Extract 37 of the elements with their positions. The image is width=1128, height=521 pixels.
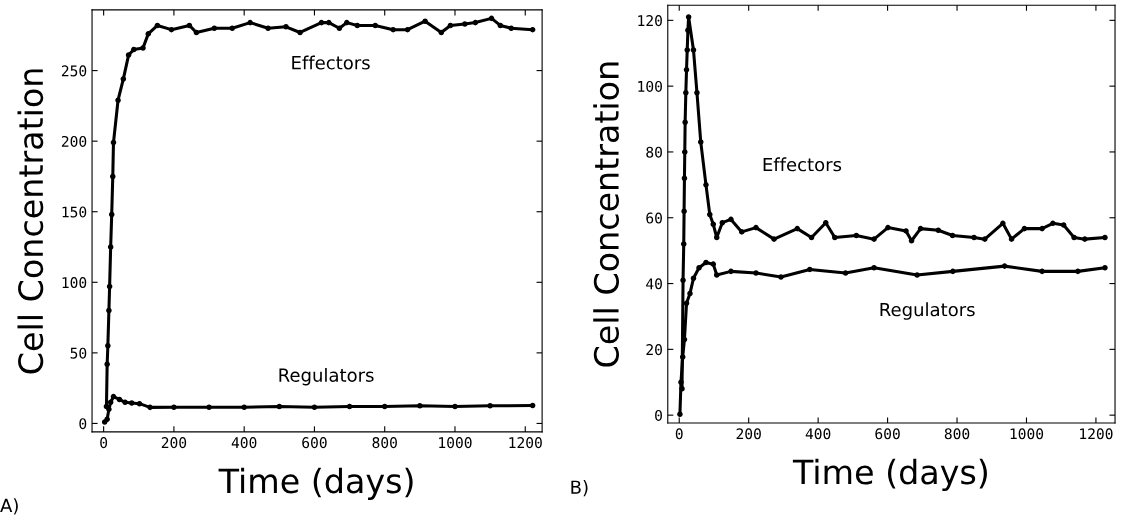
x-tick-label: 400	[805, 428, 831, 440]
x-tick-label: 1200	[1080, 428, 1113, 440]
x-axis-title: Time (days)	[792, 458, 987, 492]
y-tick-label: 0	[79, 418, 87, 430]
y-axis-title: Cell Concentration	[17, 69, 44, 374]
text: Effectors	[763, 157, 842, 172]
y-tick-label: 100	[638, 80, 662, 92]
x-tick-label: 600	[302, 437, 327, 449]
x-tick-label: 800	[944, 428, 970, 440]
series-label: Regulators	[279, 367, 374, 386]
series-label: Effectors	[292, 55, 370, 70]
y-tick-label: 50	[70, 347, 87, 359]
y-tick-label: 60	[646, 212, 662, 224]
x-tick-label: 0	[100, 437, 108, 449]
x-tick-label: 800	[372, 437, 397, 449]
y-tick-label: 20	[646, 344, 662, 356]
y-tick-label: 200	[61, 135, 87, 147]
y-tick-label: 0	[655, 409, 662, 421]
x-axis-title: Time (days)	[218, 467, 413, 500]
x-tick-label: 600	[875, 428, 900, 440]
y-tick-label: 150	[62, 206, 87, 218]
x-tick-label: 400	[231, 437, 257, 449]
x-tick-label: 200	[161, 437, 187, 449]
y-tick-label: 100	[62, 277, 87, 289]
y-tick-label: 40	[646, 278, 662, 290]
y-tick-label: 250	[61, 65, 87, 77]
text: A)	[0, 498, 18, 515]
x-tick-label: 1000	[439, 437, 472, 449]
x-tick-label: 200	[736, 428, 761, 440]
x-tick-label: 1200	[509, 437, 542, 449]
x-tick-label: 1000	[1010, 428, 1044, 440]
text: B)	[571, 480, 588, 497]
x-tick-label: 0	[675, 428, 683, 440]
y-tick-label: 120	[638, 15, 662, 27]
y-axis-title: Cell Concentration	[593, 62, 620, 367]
series-label: Regulators	[880, 302, 975, 320]
y-tick-label: 80	[646, 146, 662, 158]
